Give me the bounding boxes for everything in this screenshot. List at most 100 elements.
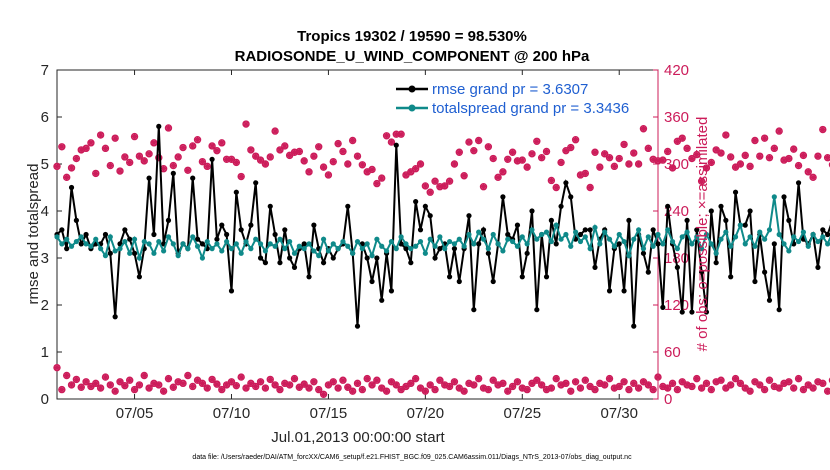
obs-low-assimilated-marker <box>635 384 642 392</box>
obs-assimilated-marker <box>368 166 376 173</box>
totalspread-point <box>471 241 477 247</box>
totalspread-point <box>645 234 651 240</box>
legend-rmse-marker <box>408 85 416 93</box>
rmse-point <box>59 227 65 233</box>
obs-low-assimilated-marker <box>509 383 516 390</box>
obs-assimilated-marker <box>785 155 793 162</box>
obs-assimilated-marker <box>490 155 497 162</box>
totalspread-point <box>301 246 307 252</box>
obs-low-assimilated-marker <box>136 381 143 389</box>
rmse-point <box>403 246 409 252</box>
rmse-point <box>413 199 419 205</box>
obs-low-assimilated-marker <box>233 382 240 389</box>
obs-low-assimilated-marker <box>354 380 361 387</box>
totalspread-point <box>403 241 409 247</box>
x-tick-label: 07/10 <box>213 405 251 422</box>
rmse-point <box>490 278 496 285</box>
totalspread-point <box>800 229 807 235</box>
rmse-point <box>742 222 748 228</box>
obs-assimilated-marker <box>208 142 216 150</box>
obs-low-assimilated-marker <box>649 386 657 393</box>
rmse-point <box>417 227 424 233</box>
totalspread-point <box>621 238 627 245</box>
y-left-tick-label: 1 <box>41 344 49 361</box>
totalspread-point <box>762 236 768 242</box>
obs-assimilated-marker <box>577 171 584 179</box>
rmse-point <box>320 260 327 266</box>
rmse-point <box>374 255 380 261</box>
obs-assimilated-marker <box>509 149 516 156</box>
rmse-point <box>776 307 782 313</box>
obs-low-assimilated-marker <box>78 384 85 391</box>
obs-low-assimilated-marker <box>819 380 826 387</box>
totalspread-point <box>543 229 550 235</box>
obs-assimilated-marker <box>257 156 264 164</box>
obs-low-assimilated-marker <box>334 384 342 392</box>
obs-low-assimilated-marker <box>228 378 235 385</box>
obs-assimilated-marker <box>179 144 187 151</box>
obs-assimilated-marker <box>247 146 255 154</box>
obs-assimilated-marker <box>698 178 705 185</box>
obs-low-assimilated-marker <box>363 375 371 382</box>
obs-assimilated-marker <box>252 152 259 160</box>
obs-low-assimilated-marker <box>664 384 671 392</box>
obs-assimilated-marker <box>645 145 652 152</box>
rmse-point <box>379 297 385 303</box>
totalspread-point <box>592 224 598 231</box>
obs-low-assimilated-marker <box>126 377 133 384</box>
obs-low-assimilated-marker <box>824 387 830 395</box>
totalspread-point <box>524 241 530 247</box>
totalspread-point <box>548 238 554 245</box>
y-right-tick-label: 420 <box>664 62 689 79</box>
totalspread-point <box>233 241 239 247</box>
totalspread-point <box>165 234 172 240</box>
totalspread-point <box>136 255 142 261</box>
obs-assimilated-marker <box>373 180 381 187</box>
obs-assimilated-marker <box>53 163 61 170</box>
totalspread-point <box>611 243 617 249</box>
totalspread-point <box>679 234 685 240</box>
obs-low-assimilated-marker <box>296 384 303 391</box>
totalspread-point <box>88 243 94 249</box>
obs-low-assimilated-marker <box>252 383 259 390</box>
obs-assimilated-marker <box>780 156 788 164</box>
totalspread-point <box>219 248 225 254</box>
rmse-point <box>64 246 70 252</box>
obs-assimilated-marker <box>349 137 356 144</box>
totalspread-point <box>151 250 157 256</box>
y-right-tick-label: 60 <box>664 344 681 361</box>
totalspread-point <box>408 246 414 252</box>
rmse-point <box>815 264 821 270</box>
totalspread-point <box>59 241 65 247</box>
obs-low-assimilated-marker <box>601 381 608 389</box>
rmse-point <box>505 231 511 238</box>
obs-low-assimilated-marker <box>349 387 356 395</box>
obs-low-assimilated-marker <box>213 380 221 388</box>
obs-low-assimilated-marker <box>562 380 570 387</box>
obs-assimilated-marker <box>300 157 308 165</box>
obs-assimilated-marker <box>567 144 574 151</box>
obs-assimilated-marker <box>111 134 119 142</box>
obs-assimilated-marker <box>155 154 162 161</box>
totalspread-point <box>127 250 133 256</box>
totalspread-point <box>316 253 322 259</box>
obs-low-assimilated-marker <box>73 376 80 383</box>
obs-low-assimilated-marker <box>620 378 628 385</box>
obs-low-assimilated-marker <box>286 381 293 389</box>
obs-assimilated-marker <box>679 134 686 142</box>
rmse-point <box>194 236 201 242</box>
rmse-point <box>747 208 753 214</box>
rmse-point <box>476 241 482 247</box>
obs-low-assimilated-marker <box>586 383 594 390</box>
obs-assimilated-marker <box>460 172 468 179</box>
rmse-point <box>301 241 307 247</box>
totalspread-point <box>669 238 676 245</box>
obs-low-assimilated-marker <box>742 384 749 392</box>
obs-low-assimilated-marker <box>97 384 104 392</box>
totalspread-point <box>78 234 84 240</box>
rmse-point <box>723 217 729 223</box>
totalspread-point <box>553 222 559 228</box>
totalspread-point <box>156 238 162 245</box>
obs-assimilated-marker <box>557 159 565 166</box>
obs-low-assimilated-marker <box>237 373 245 381</box>
